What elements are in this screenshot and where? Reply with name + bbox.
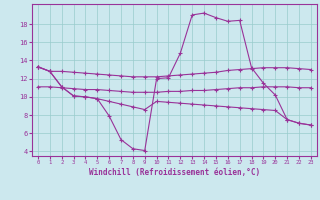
X-axis label: Windchill (Refroidissement éolien,°C): Windchill (Refroidissement éolien,°C): [89, 168, 260, 177]
